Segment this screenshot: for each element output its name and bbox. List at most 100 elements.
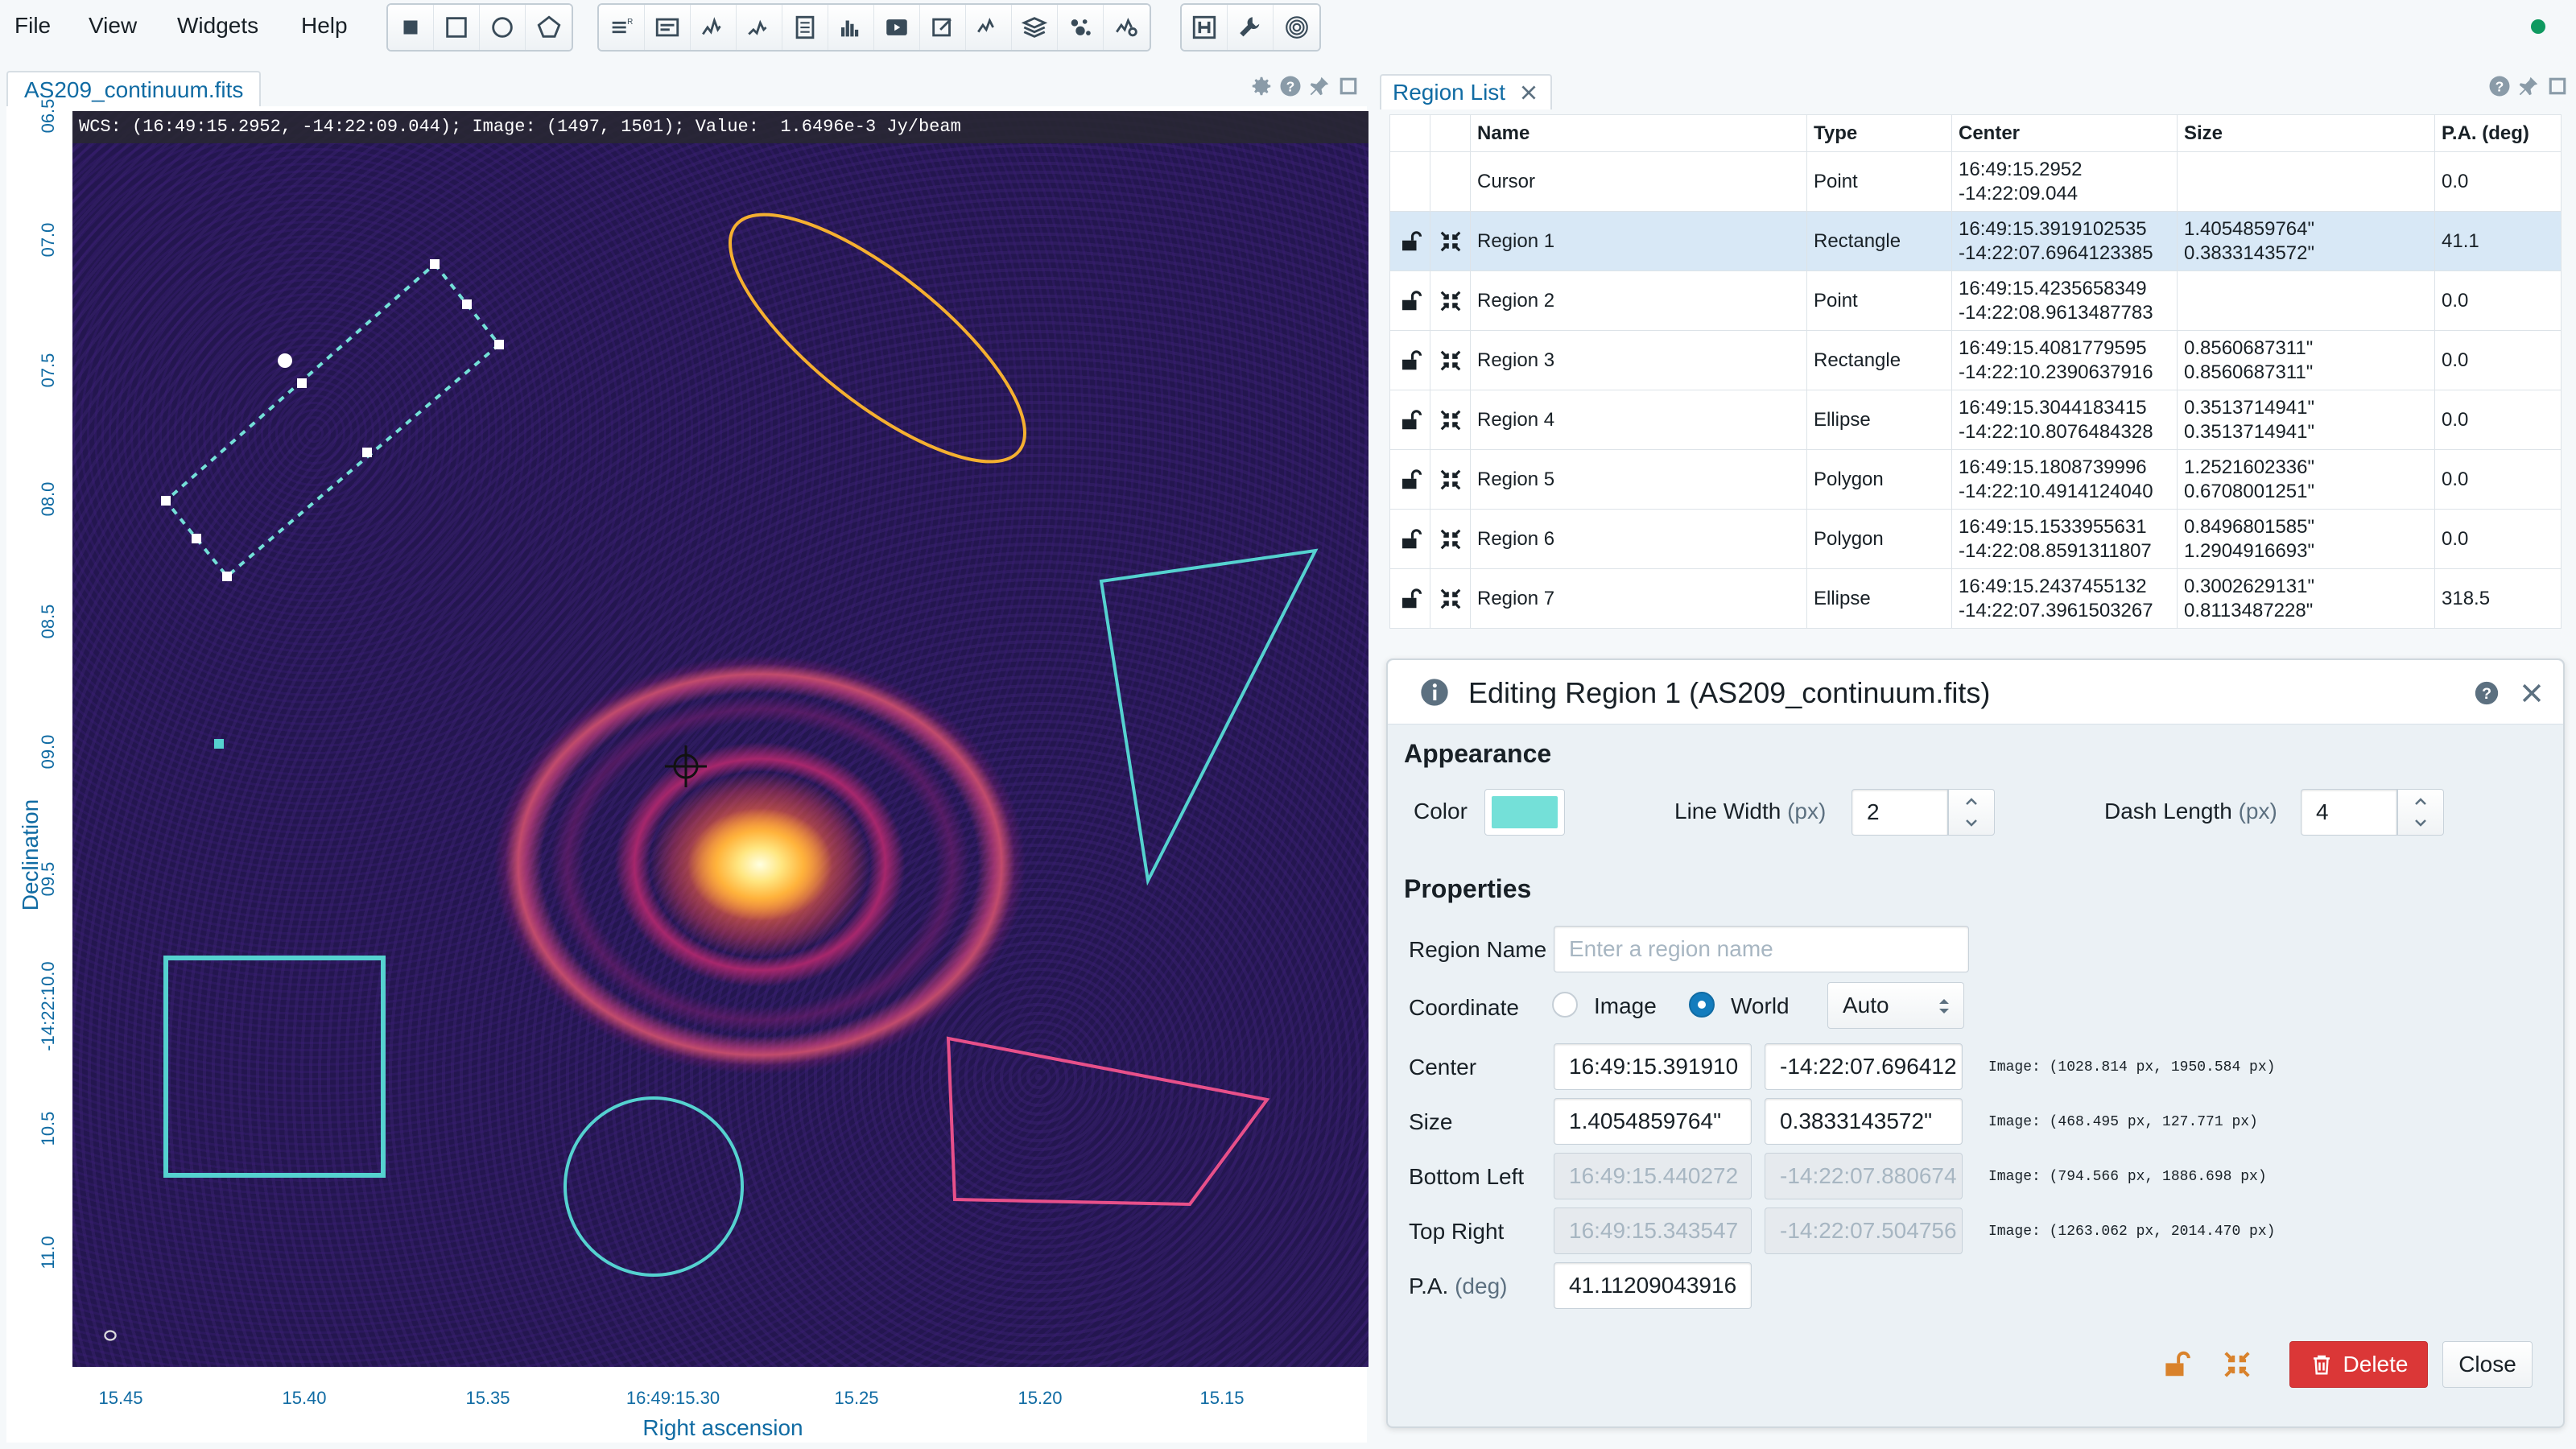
chevron-down-icon[interactable] (1962, 813, 1981, 832)
center-x-input[interactable]: 16:49:15.391910 (1554, 1043, 1752, 1090)
menu-view[interactable]: View (89, 13, 138, 38)
focus-icon[interactable] (1439, 468, 1463, 492)
tab-image-viewer[interactable]: AS209_continuum.fits (6, 71, 262, 108)
region-name-input[interactable]: Enter a region name (1554, 926, 1969, 972)
focus-cell[interactable] (1430, 568, 1471, 629)
region-1-rectangle[interactable] (163, 262, 502, 579)
focus-cell[interactable] (1430, 211, 1471, 271)
close-button[interactable]: Close (2442, 1341, 2533, 1388)
lock-cell[interactable] (1389, 568, 1430, 629)
table-row[interactable]: Region 7 Ellipse 16:49:15.2437455132 -14:… (1389, 568, 2562, 629)
dash-length-input[interactable]: 4 (2301, 789, 2397, 836)
unlock-icon[interactable] (1398, 468, 1422, 492)
focus-cell[interactable] (1430, 330, 1471, 390)
region-ellipse-icon[interactable] (480, 5, 526, 50)
chevron-up-icon[interactable] (1962, 792, 1981, 811)
color-picker-button[interactable] (1484, 789, 1565, 836)
region-polygon-icon[interactable] (526, 5, 572, 50)
histogram-icon[interactable] (828, 5, 874, 50)
lock-cell[interactable] (1389, 270, 1430, 331)
pin-icon[interactable] (1307, 74, 1331, 98)
help-icon[interactable]: ? (1278, 74, 1302, 98)
region-square-icon[interactable] (434, 5, 480, 50)
chevron-down-icon[interactable] (2411, 813, 2430, 832)
pa-input[interactable]: 41.11209043916 (1554, 1262, 1752, 1309)
region-2-point[interactable] (214, 739, 224, 749)
table-row[interactable]: Cursor Point 16:49:15.2952 -14:22:09.044 … (1389, 151, 2562, 212)
center-y-input[interactable]: -14:22:07.696412 (1765, 1043, 1963, 1090)
unlock-icon[interactable] (1398, 289, 1422, 313)
line-width-input[interactable]: 2 (1852, 789, 1948, 836)
lock-cell[interactable] (1389, 390, 1430, 450)
focus-icon[interactable] (1439, 289, 1463, 313)
unlock-icon[interactable] (1398, 349, 1422, 373)
unlock-icon[interactable] (1398, 408, 1422, 432)
region-1-handles[interactable] (161, 259, 504, 581)
menu-help[interactable]: Help (301, 13, 348, 38)
header-icon[interactable] (1182, 5, 1228, 50)
focus-cell[interactable] (1430, 509, 1471, 569)
lock-cell[interactable] (1389, 449, 1430, 510)
focus-icon[interactable] (1439, 527, 1463, 551)
region-rectangle-icon[interactable] (388, 5, 434, 50)
layer-list-icon[interactable]: R (599, 5, 645, 50)
focus-icon[interactable] (1439, 349, 1463, 373)
statistics-icon[interactable] (782, 5, 828, 50)
image-list-icon[interactable] (1012, 5, 1058, 50)
stokes-analysis-icon[interactable] (966, 5, 1012, 50)
unlock-icon[interactable] (1398, 587, 1422, 611)
size-y-input[interactable]: 0.3833143572" (1765, 1098, 1963, 1145)
dash-length-stepper[interactable] (2397, 789, 2444, 836)
help-icon[interactable]: ? (2487, 74, 2512, 98)
delete-button[interactable]: Delete (2289, 1341, 2428, 1388)
render-config-icon[interactable] (920, 5, 966, 50)
table-row[interactable]: Region 3 Rectangle 16:49:15.4081779595 -1… (1389, 330, 2562, 390)
log-icon[interactable] (645, 5, 691, 50)
unlock-icon[interactable] (1398, 527, 1422, 551)
table-row[interactable]: Region 6 Polygon 16:49:15.1533955631 -14:… (1389, 509, 2562, 569)
focus-icon[interactable] (1439, 408, 1463, 432)
column-header-size[interactable]: Size (2177, 114, 2435, 152)
menu-file[interactable]: File (14, 13, 52, 38)
help-icon[interactable]: ? (2473, 679, 2500, 707)
focus-cell[interactable] (1430, 270, 1471, 331)
spectral-profiler-icon[interactable] (737, 5, 782, 50)
focus-icon[interactable] (1439, 229, 1463, 254)
spatial-profiler-icon[interactable] (691, 5, 737, 50)
lock-cell[interactable] (1389, 211, 1430, 271)
region-4-ellipse[interactable] (564, 1096, 744, 1277)
column-header-center[interactable]: Center (1951, 114, 2178, 152)
table-row[interactable]: Region 4 Ellipse 16:49:15.3044183415 -14:… (1389, 390, 2562, 450)
unlock-icon[interactable] (2161, 1349, 2191, 1380)
tab-region-list[interactable]: Region List (1380, 74, 1553, 109)
region-3-rectangle[interactable] (163, 956, 386, 1178)
menu-widgets[interactable]: Widgets (177, 13, 259, 38)
focus-cell[interactable] (1430, 390, 1471, 450)
coord-format-select[interactable]: Auto (1827, 982, 1964, 1029)
maximize-icon[interactable] (2545, 74, 2570, 98)
lock-cell[interactable] (1389, 509, 1430, 569)
spectral-line-query-icon[interactable] (1104, 5, 1150, 50)
coord-image-radio[interactable] (1552, 992, 1578, 1018)
focus-cell[interactable] (1430, 449, 1471, 510)
gear-icon[interactable] (1249, 74, 1274, 98)
image-canvas[interactable]: WCS: (16:49:15.2952, -14:22:09.044); Ima… (72, 111, 1368, 1367)
coord-world-radio[interactable] (1689, 992, 1715, 1018)
size-x-input[interactable]: 1.4054859764" (1554, 1098, 1752, 1145)
focus-icon[interactable] (1439, 587, 1463, 611)
animator-icon[interactable] (874, 5, 920, 50)
line-width-stepper[interactable] (1948, 789, 1995, 836)
column-header-name[interactable]: Name (1470, 114, 1807, 152)
settings-wrench-icon[interactable] (1228, 5, 1274, 50)
unlock-icon[interactable] (1398, 229, 1422, 254)
close-icon[interactable] (1518, 82, 1539, 103)
column-header-pa[interactable]: P.A. (deg) (2434, 114, 2562, 152)
focus-icon[interactable] (2222, 1349, 2252, 1380)
contour-icon[interactable] (1274, 5, 1319, 50)
column-header-type[interactable]: Type (1806, 114, 1952, 152)
region-7-ellipse[interactable] (696, 175, 1059, 501)
table-row[interactable]: Region 2 Point 16:49:15.4235658349 -14:22… (1389, 270, 2562, 331)
pin-icon[interactable] (2516, 74, 2541, 98)
close-icon[interactable] (2518, 679, 2545, 707)
catalog-icon[interactable] (1058, 5, 1104, 50)
